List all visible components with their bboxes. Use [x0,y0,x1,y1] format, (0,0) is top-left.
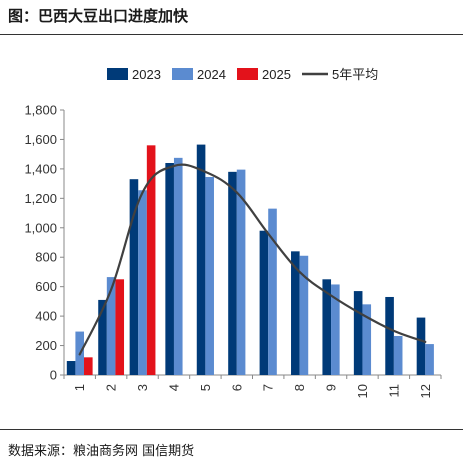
bar-2023-7 [259,230,269,375]
x-tick-label: 2 [104,384,119,391]
y-tick-label: 1,000 [24,220,57,235]
x-tick-label: 8 [292,384,307,391]
bar-2023-6 [228,171,237,375]
y-tick-label: 1,800 [24,103,57,118]
bar-2023-1 [66,361,76,375]
bar-2023-4 [165,163,174,375]
bar-2024-9 [331,284,340,375]
y-tick-label: 600 [35,279,57,294]
y-tick-label: 1,400 [24,161,57,176]
bar-2024-11 [393,335,403,375]
x-tick-label: 10 [355,384,370,398]
x-tick-label: 11 [386,384,401,398]
x-tick-label: 1 [72,384,87,391]
bar-2024-5 [205,176,214,375]
x-tick-label: 7 [261,384,276,391]
y-tick-label: 800 [35,250,57,265]
legend-swatch-2024 [172,68,193,80]
bar-2024-10 [362,304,372,375]
bar-2024-3 [138,190,147,375]
x-tick-label: 9 [324,384,339,391]
bar-2023-9 [322,279,332,375]
bar-2023-8 [291,251,300,375]
x-tick-label: 3 [135,384,150,391]
top-rule [0,34,463,35]
series-line-5yr-average [78,163,427,356]
bar-2023-12 [416,317,426,375]
bar-2024-4 [173,157,183,375]
y-tick-label: 0 [50,368,57,383]
bar-2024-7 [268,208,277,375]
bar-2023-2 [98,299,107,375]
y-tick-label: 1,600 [24,132,57,147]
bar-2024-8 [299,255,309,375]
y-tick-label: 1,200 [24,191,57,206]
bar-2023-5 [196,144,206,375]
bar-2024-2 [106,277,116,375]
x-tick-label: 5 [198,384,213,391]
bar-2023-10 [353,291,363,375]
x-tick-label: 4 [166,384,181,391]
average-line [78,163,427,356]
legend-swatch-2025 [237,68,258,80]
legend-label: 2023 [132,67,161,82]
bar-2023-11 [385,296,394,375]
bar-2024-12 [425,344,434,375]
x-tick-labels: 1 2 3 4 5 6 7 8 9 10 11 12 [72,384,433,398]
bars [66,144,434,375]
bar-2025-1 [84,357,93,375]
bar-2023-3 [129,179,139,375]
chart: 2023 2024 2025 5年平均 1 2 3 4 5 6 7 8 9 10 11 12 0200400… [24,67,442,398]
legend-label: 5年平均 [332,67,378,82]
figure-title: 图：巴西大豆出口进度加快 [8,7,189,25]
bottom-rule [0,429,463,430]
y-tick-label: 400 [35,309,57,324]
bar-2025-3 [146,145,156,375]
y-tick-labels: 0 200 400 600 800 1,000 1,200 1,400 1,600 1,800 [24,103,57,383]
bar-2024-6 [236,169,246,375]
legend: 2023 2024 2025 5年平均 [107,67,378,82]
legend-label: 2024 [197,67,226,82]
source-note: 数据来源：粮油商务网 国信期货 [8,444,195,459]
x-tick-label: 12 [418,384,433,398]
legend-label: 2025 [262,67,291,82]
x-tick-label: 6 [229,384,244,391]
legend-swatch-2023 [107,68,128,80]
y-tick-label: 200 [35,338,57,353]
axes [60,109,442,379]
bar-2025-2 [115,279,125,375]
